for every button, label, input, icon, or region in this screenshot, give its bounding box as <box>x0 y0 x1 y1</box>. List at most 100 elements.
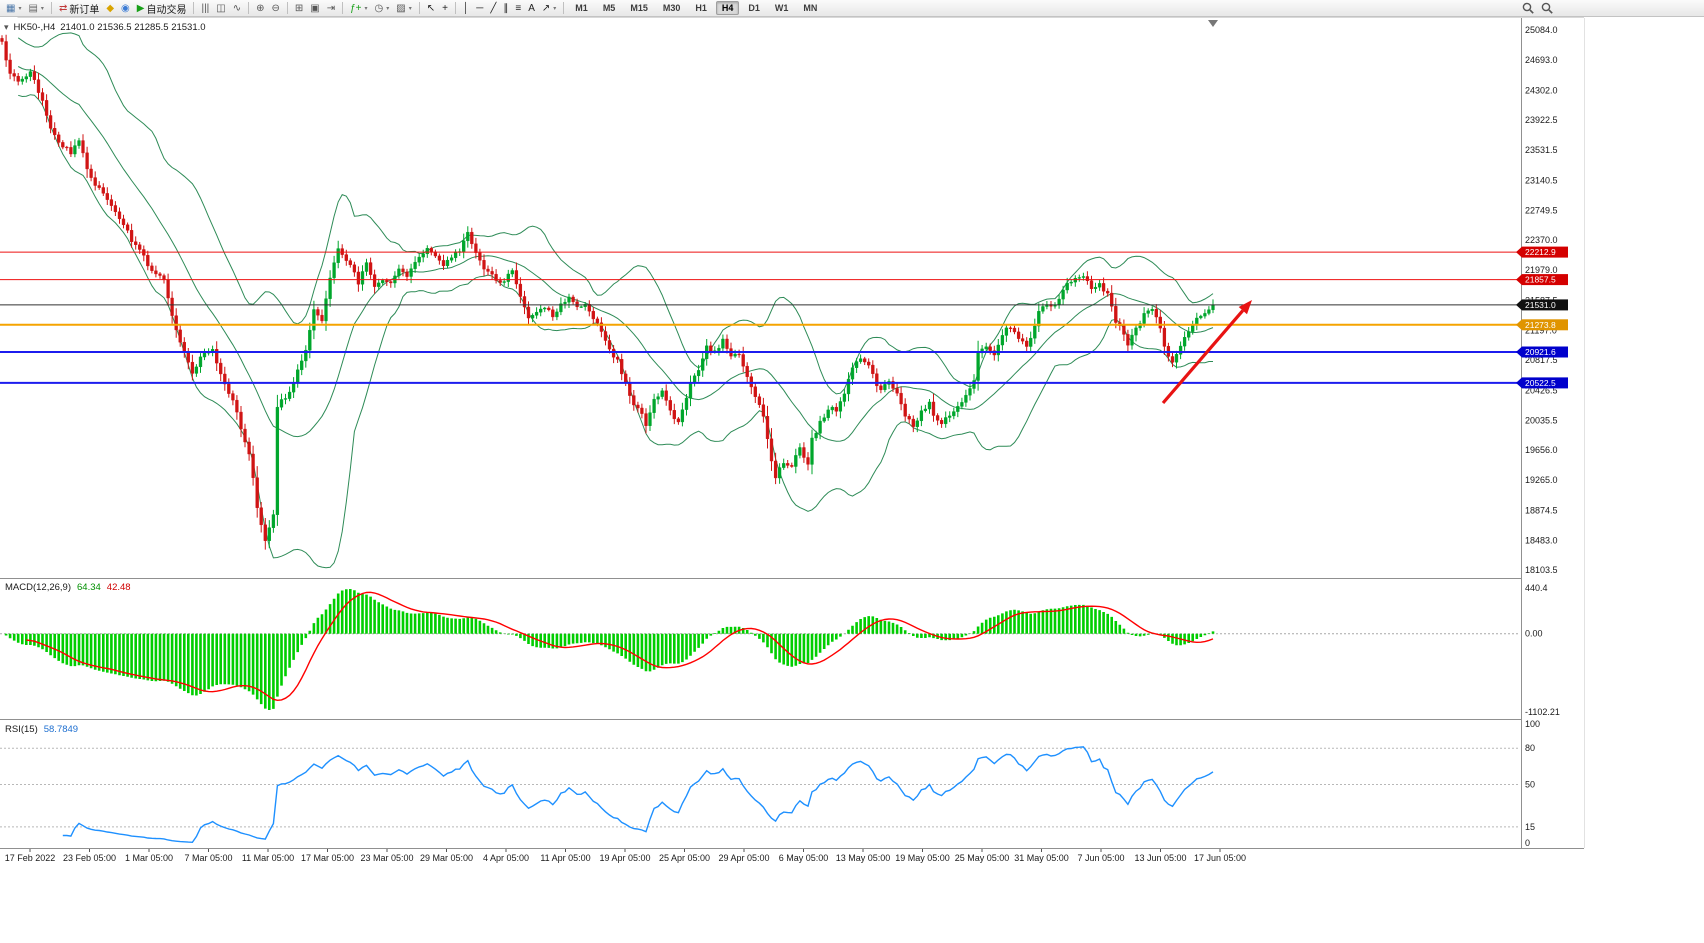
chart-shift-icon[interactable]: ⇥ <box>324 1 338 16</box>
time-axis-label: 1 Mar 05:00 <box>125 853 173 863</box>
arrows-icon[interactable]: ↗ ▾ <box>539 1 559 16</box>
price-badge-label: 22212.9 <box>1525 247 1556 257</box>
timeframe-button-m1[interactable]: M1 <box>575 3 588 13</box>
vertical-line-icon[interactable]: │ <box>460 1 472 16</box>
text-label-icon: A <box>528 2 535 14</box>
trendline-icon[interactable]: ╱ <box>487 1 499 16</box>
zoom-out-icon: ⊖ <box>271 2 280 14</box>
horizontal-line-icon[interactable]: ─ <box>473 1 486 16</box>
time-axis-label: 19 Apr 05:00 <box>599 853 650 863</box>
price-axis-bg[interactable] <box>1522 18 1584 848</box>
up-candle-wicks <box>21 68 1214 549</box>
timeframe-button-m30[interactable]: M30 <box>662 3 681 13</box>
zoom-in-icon: ⊕ <box>256 2 265 14</box>
toolbar-separator <box>563 2 565 14</box>
templates-dropdown-icon[interactable]: ▾ <box>408 5 412 12</box>
cursor-icon: ↖ <box>426 2 436 14</box>
timeframe-button-d1[interactable]: D1 <box>748 3 760 13</box>
toolbar-separator <box>342 2 344 14</box>
profiles-icon[interactable]: ▤ ▾ <box>25 1 46 16</box>
bar-chart-icon: ||| <box>201 2 210 14</box>
time-axis-label: 29 Apr 05:00 <box>718 853 769 863</box>
macd-signal-value: 42.48 <box>106 582 131 593</box>
toolbar-separator <box>286 2 288 14</box>
toolbar-separator <box>193 2 195 14</box>
text-label-icon[interactable]: A <box>525 1 538 16</box>
market-icon[interactable]: ◉ <box>118 1 133 16</box>
time-axis-label: 13 Jun 05:00 <box>1134 853 1186 863</box>
price-badge-label: 21273.8 <box>1525 320 1556 330</box>
trend-arrow-annotation[interactable] <box>1161 300 1252 405</box>
timeframe-button-m5[interactable]: M5 <box>602 3 616 13</box>
auto-arrange-icon[interactable]: ▣ <box>307 1 322 16</box>
zoom-in-icon[interactable]: ⊕ <box>253 1 267 16</box>
price-axis-label: 24302.0 <box>1525 86 1558 96</box>
time-axis[interactable]: 17 Feb 2022 23 Feb 05:00 1 Mar 05:00 7 Mar … <box>0 849 1704 873</box>
timeframe-button-m15[interactable]: M15 <box>630 3 648 13</box>
price-axis-label: 25084.0 <box>1525 25 1558 35</box>
line-chart-icon[interactable]: ∿ <box>230 1 244 16</box>
periods-icon: ◷ <box>374 2 384 14</box>
price-axis-label: 22370.0 <box>1525 235 1558 245</box>
timeframe-button-h1[interactable]: H1 <box>695 3 707 13</box>
autotrading-button[interactable]: ▶ 自动交易 <box>134 1 190 16</box>
time-axis-label: 17 Mar 05:00 <box>301 853 354 863</box>
macd-main-value: 64.34 <box>77 582 101 593</box>
periods-dropdown-icon[interactable]: ▾ <box>386 5 390 12</box>
toolbar-right-group <box>1522 2 1553 17</box>
indicators-icon[interactable]: ƒ+ ▾ <box>347 1 370 16</box>
time-axis-label: 17 Jun 05:00 <box>1194 853 1246 863</box>
equidistant-channel-icon: ∥ <box>503 2 509 14</box>
equidistant-channel-icon[interactable]: ∥ <box>500 1 511 16</box>
vertical-line-icon: │ <box>463 2 470 14</box>
periods-icon[interactable]: ◷ ▾ <box>372 1 393 16</box>
arrows-dropdown-icon[interactable]: ▾ <box>553 5 557 12</box>
templates-icon: ▨ <box>396 2 406 14</box>
fibonacci-icon[interactable]: ≡ <box>512 1 524 16</box>
time-axis-bg[interactable] <box>0 849 1704 873</box>
chart-symbol-period: HK50-,H4 <box>13 22 56 33</box>
profiles-dropdown-icon[interactable]: ▾ <box>40 5 44 12</box>
price-axis-label: 22749.5 <box>1525 206 1558 216</box>
crosshair-icon[interactable]: + <box>439 1 451 16</box>
price-axis-label: 23922.5 <box>1525 115 1558 125</box>
toolbar-separator <box>418 2 420 14</box>
down-candle-wicks <box>1 34 1173 550</box>
rsi-axis-label: 0 <box>1525 838 1530 848</box>
chart-shift-marker[interactable] <box>1208 20 1218 27</box>
zoom-box-icon[interactable] <box>1541 2 1553 17</box>
bar-chart-icon[interactable]: ||| <box>198 1 212 16</box>
new-order-icon: ⇄ <box>58 2 68 14</box>
timeframe-button-h4[interactable]: H4 <box>715 1 740 15</box>
rsi-panel-canvas[interactable] <box>0 746 1520 844</box>
timeframe-button-w1[interactable]: W1 <box>774 3 789 13</box>
new-chart-dropdown-icon[interactable]: ▾ <box>18 5 22 12</box>
new-chart-icon[interactable]: ▦ ▾ <box>3 1 24 16</box>
chart-ohlc-label: ▾ HK50-,H4 21401.0 21536.5 21285.5 21531… <box>4 22 206 33</box>
horizontal-line-icon: ─ <box>476 2 484 14</box>
indicators-dropdown-icon[interactable]: ▾ <box>364 5 368 12</box>
macd-panel-canvas[interactable] <box>0 589 1520 710</box>
new-order-button[interactable]: ⇄ 新订单 <box>56 1 102 16</box>
trendline-icon: ╱ <box>490 2 497 14</box>
templates-icon[interactable]: ▨ ▾ <box>393 1 414 16</box>
main-toolbar: ▦ ▾ ▤ ▾ ⇄ 新订单 ◆ ◉ ▶ 自动交易 ||| ◫ ∿ ⊕ ⊖ ⊞ ▣ ⇥ ƒ+ ▾ ◷ ▾ ▨ ▾ ↖ + │ ─ ╱ ∥ ≡ A… <box>0 0 1704 17</box>
level-line-21273-badge: 21273.8 <box>1516 319 1568 331</box>
price-axis[interactable]: 25084.0 24693.0 24302.0 23922.5 23531.5 23140… <box>1516 18 1584 848</box>
candlestick-chart-icon[interactable]: ◫ <box>213 1 228 16</box>
time-axis-label: 19 May 05:00 <box>895 853 950 863</box>
main-chart-canvas[interactable] <box>0 20 1520 569</box>
time-axis-label: 25 May 05:00 <box>955 853 1010 863</box>
cursor-icon[interactable]: ↖ <box>424 1 438 16</box>
tile-windows-icon[interactable]: ⊞ <box>292 1 306 16</box>
price-badge-label: 20522.5 <box>1525 378 1556 388</box>
price-axis-label: 18483.0 <box>1525 536 1558 546</box>
find-symbol-icon[interactable] <box>1522 2 1534 17</box>
rsi-line <box>62 746 1214 844</box>
rsi-indicator-label: RSI(15) 58.7849 <box>5 724 78 735</box>
timeframe-button-mn[interactable]: MN <box>803 3 818 13</box>
one-click-trading-toggle[interactable]: ▾ <box>4 22 9 32</box>
metaeditor-icon[interactable]: ◆ <box>103 1 117 16</box>
toolbar-separator <box>248 2 250 14</box>
zoom-out-icon[interactable]: ⊖ <box>269 1 283 16</box>
